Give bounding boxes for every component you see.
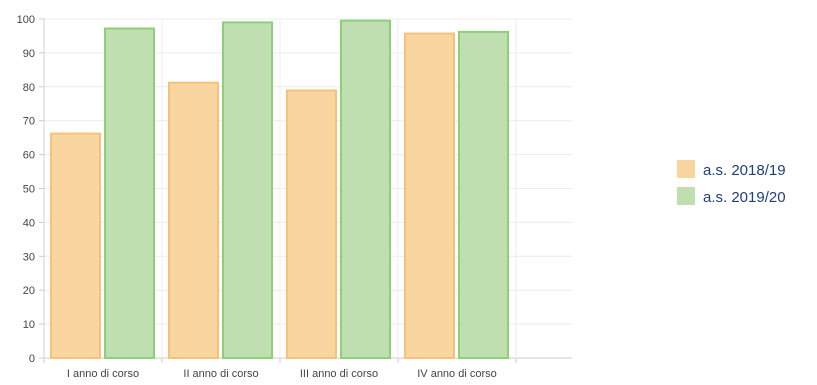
y-tick-label: 40: [23, 217, 35, 229]
bar-1-4: [404, 32, 455, 360]
bar-2-3: [340, 19, 391, 359]
legend-label-1: a.s. 2018/19: [703, 162, 786, 179]
bars: [50, 19, 509, 360]
x-tick-label: III anno di corso: [300, 368, 378, 380]
legend-swatch-1: [677, 160, 695, 178]
bar-1-2: [168, 81, 219, 359]
y-tick-label: 70: [23, 116, 35, 128]
legend-label-2: a.s. 2019/20: [703, 189, 786, 206]
y-tick-label: 30: [23, 251, 35, 263]
y-tick-label: 100: [17, 14, 35, 26]
bar-2-1: [104, 27, 155, 359]
x-tick-label: II anno di corso: [183, 368, 258, 380]
y-tick-label: 60: [23, 150, 35, 162]
bar-1-1: [50, 132, 101, 359]
legend-swatch-2: [677, 187, 695, 205]
bar-1-3: [286, 89, 337, 360]
y-tick-label: 20: [23, 285, 35, 297]
bar-2-2: [222, 21, 273, 360]
y-tick-label: 90: [23, 48, 35, 60]
axes: 0 10 20 30 40 50 60 70 80 90 100 I anno di corso II …: [17, 14, 517, 380]
y-tick-label: 0: [29, 353, 35, 365]
x-tick-label: I anno di corso: [67, 368, 139, 380]
y-tick-label: 10: [23, 319, 35, 331]
bar-2-4: [458, 30, 509, 360]
y-tick-label: 80: [23, 82, 35, 94]
legend: a.s. 2018/19 a.s. 2019/20: [677, 160, 786, 206]
x-tick-label: IV anno di corso: [417, 368, 497, 380]
y-tick-label: 50: [23, 184, 35, 196]
